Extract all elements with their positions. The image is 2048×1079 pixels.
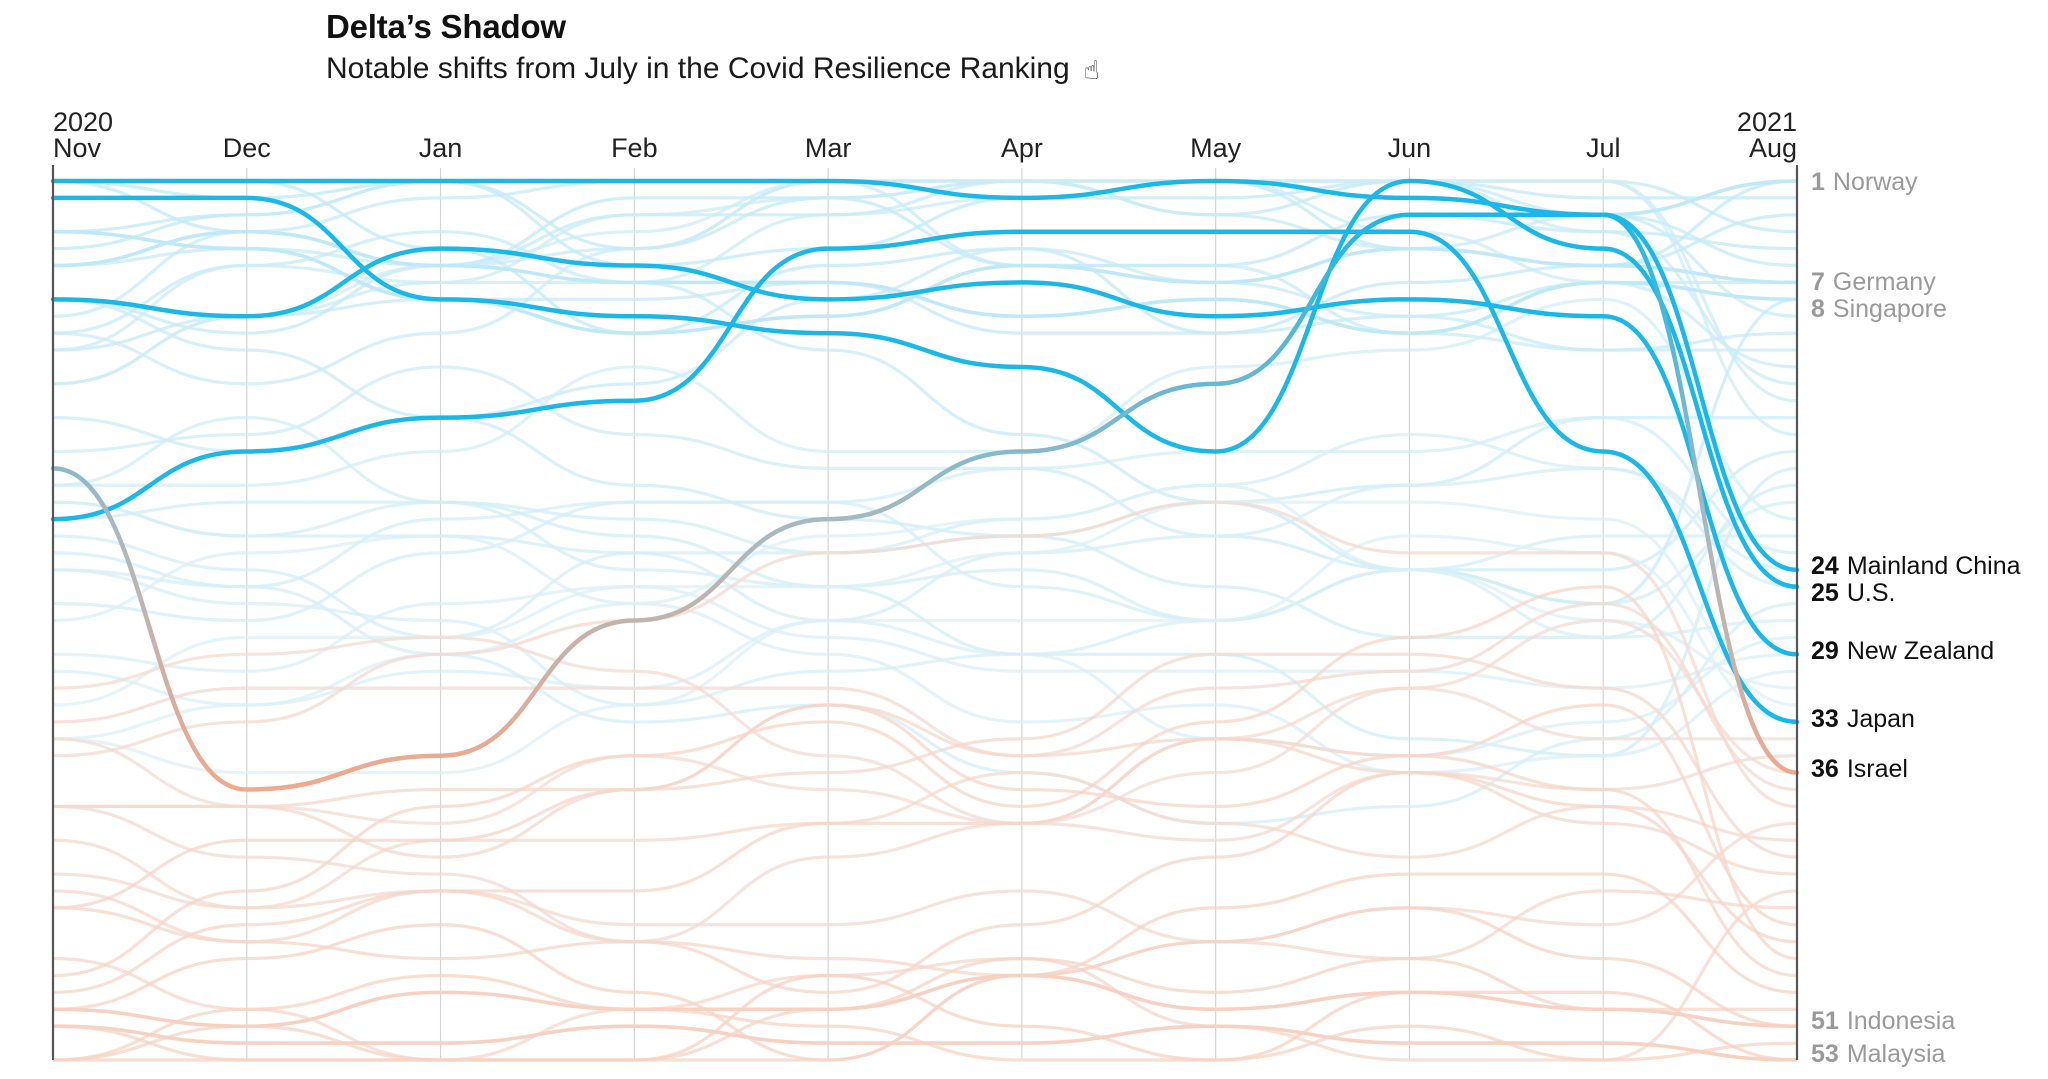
country-name: Israel: [1847, 755, 1908, 783]
axis-layer: Nov Dec Jan Feb Mar Apr May Jun Jul Aug 2020 2021: [51, 107, 1799, 1060]
background-series-line: [52, 466, 1798, 758]
background-series-line: [52, 635, 1797, 825]
month-label-jun: Jun: [1388, 133, 1432, 163]
background-series-line: [52, 179, 1798, 386]
background-series-line: [52, 500, 1798, 707]
background-series-line: [52, 771, 1798, 994]
background-series-line: [52, 821, 1798, 944]
chart-subtitle-text: Notable shifts from July in the Covid Re…: [326, 52, 1070, 85]
background-series-line: [52, 585, 1798, 978]
rank-label-indonesia: 51 Indonesia: [1811, 1007, 1955, 1035]
background-series-line: [52, 179, 1798, 335]
country-name: Indonesia: [1847, 1007, 1956, 1035]
background-series-line: [52, 179, 1798, 386]
background-series-line: [52, 500, 1798, 623]
background-series-line: [52, 179, 1798, 268]
series-line-israel: [50, 212, 1800, 792]
rank-number: 24: [1811, 552, 1839, 580]
background-series-line: [52, 247, 1797, 420]
country-name: Singapore: [1833, 295, 1947, 323]
rank-number: 33: [1811, 705, 1839, 733]
month-label-apr: Apr: [1001, 133, 1043, 163]
series-line-japan: [50, 229, 1800, 725]
rank-label-japan: 33 Japan: [1811, 705, 1915, 733]
year-label-end: 2021: [1737, 107, 1797, 137]
background-series-line: [52, 365, 1798, 572]
month-label-nov: Nov: [53, 133, 102, 163]
background-series-line: [52, 889, 1798, 1062]
country-name: Malaysia: [1847, 1040, 1946, 1068]
month-label-feb: Feb: [611, 133, 658, 163]
pointer-hand-icon: ☝: [1083, 54, 1100, 85]
background-series-line: [52, 585, 1798, 690]
rank-label-u-s-: 25 U.S.: [1811, 579, 1895, 607]
rank-label-new-zealand: 29 New Zealand: [1811, 637, 1994, 665]
background-series-line: [52, 906, 1798, 1062]
background-series-line: [52, 466, 1798, 623]
chart-title: Delta’s Shadow: [326, 8, 566, 45]
background-series-line: [52, 568, 1798, 825]
rank-number: 25: [1811, 579, 1839, 607]
rank-number: 8: [1811, 295, 1825, 323]
year-label-start: 2020: [53, 107, 113, 137]
background-series-line: [52, 416, 1798, 623]
series-line-u-s-: [50, 178, 1800, 589]
highlight-lines: [50, 178, 1800, 792]
rank-number: 53: [1811, 1040, 1839, 1068]
month-label-dec: Dec: [223, 133, 271, 163]
rank-number: 1: [1811, 168, 1825, 196]
rank-label-germany: 7 Germany: [1811, 268, 1936, 296]
background-series-line: [52, 973, 1798, 1062]
country-name: U.S.: [1847, 579, 1896, 607]
background-series-line: [52, 618, 1798, 825]
background-series-line: [52, 771, 1798, 910]
background-series-line: [53, 297, 1798, 521]
rank-label-norway: 1 Norway: [1811, 168, 1918, 196]
rank-labels: 1 Norway 7 Germany 8 Singapore 24 Mainland Chin…: [1811, 168, 2021, 1068]
month-label-jan: Jan: [419, 133, 463, 163]
background-series-line: [52, 568, 1798, 707]
rank-label-mainland-china: 24 Mainland China: [1811, 552, 2021, 580]
chart-subtitle: Notable shifts from July in the Covid Re…: [326, 52, 1100, 86]
month-label-mar: Mar: [805, 133, 852, 163]
rank-number: 29: [1811, 637, 1839, 665]
rank-label-singapore: 8 Singapore: [1811, 295, 1947, 323]
country-name: Germany: [1833, 268, 1936, 296]
background-series-line: [52, 483, 1798, 741]
background-series-line: [52, 179, 1798, 335]
series-line-new-zealand: [50, 246, 1800, 657]
country-name: New Zealand: [1847, 637, 1994, 665]
country-name: Japan: [1847, 705, 1915, 733]
background-series-line: [52, 889, 1798, 978]
background-series-line: [52, 280, 1797, 352]
rank-number: 36: [1811, 755, 1839, 783]
country-name: Mainland China: [1847, 552, 2021, 580]
country-name: Norway: [1833, 168, 1918, 196]
background-series-line: [52, 432, 1798, 640]
series-line-indonesia: [52, 973, 1798, 1028]
month-label-jul: Jul: [1586, 133, 1621, 163]
rank-number: 51: [1811, 1007, 1839, 1035]
background-series-line: [52, 534, 1798, 775]
rank-label-malaysia: 53 Malaysia: [1811, 1040, 1946, 1068]
background-series-line: [52, 737, 1798, 994]
month-label-aug: Aug: [1749, 133, 1797, 163]
background-series-line: [52, 754, 1798, 944]
background-series-line: [52, 500, 1797, 623]
series-line-malaysia: [52, 1024, 1798, 1062]
background-series-line: [52, 500, 1798, 809]
background-series-line: [53, 703, 1798, 876]
rank-label-israel: 36 Israel: [1811, 755, 1908, 783]
rank-number: 7: [1811, 268, 1825, 296]
background-series-line: [52, 534, 1798, 775]
month-label-may: May: [1190, 133, 1242, 163]
